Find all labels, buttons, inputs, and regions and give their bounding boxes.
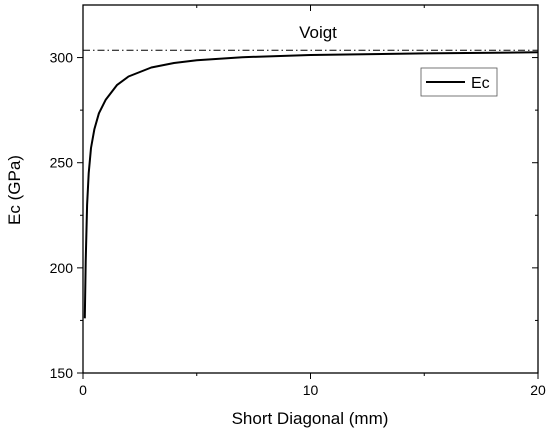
- voigt-label: Voigt: [299, 23, 337, 42]
- y-tick-label: 150: [50, 365, 74, 381]
- y-tick-label: 300: [50, 50, 74, 66]
- y-tick-label: 250: [50, 155, 74, 171]
- y-axis-title: Ec (GPa): [5, 155, 24, 225]
- series-line-ec: [83, 51, 539, 319]
- x-tick-label: 10: [303, 382, 319, 398]
- x-tick-label: 20: [530, 382, 546, 398]
- x-axis-title: Short Diagonal (mm): [232, 409, 389, 428]
- x-tick-label: 0: [79, 382, 87, 398]
- y-tick-label: 200: [50, 260, 74, 276]
- plot-frame: [82, 4, 539, 374]
- legend-label-ec: Ec: [471, 75, 490, 92]
- plot-area: 0 10 20 150 200 250 300 Voigt Ec: [50, 4, 546, 398]
